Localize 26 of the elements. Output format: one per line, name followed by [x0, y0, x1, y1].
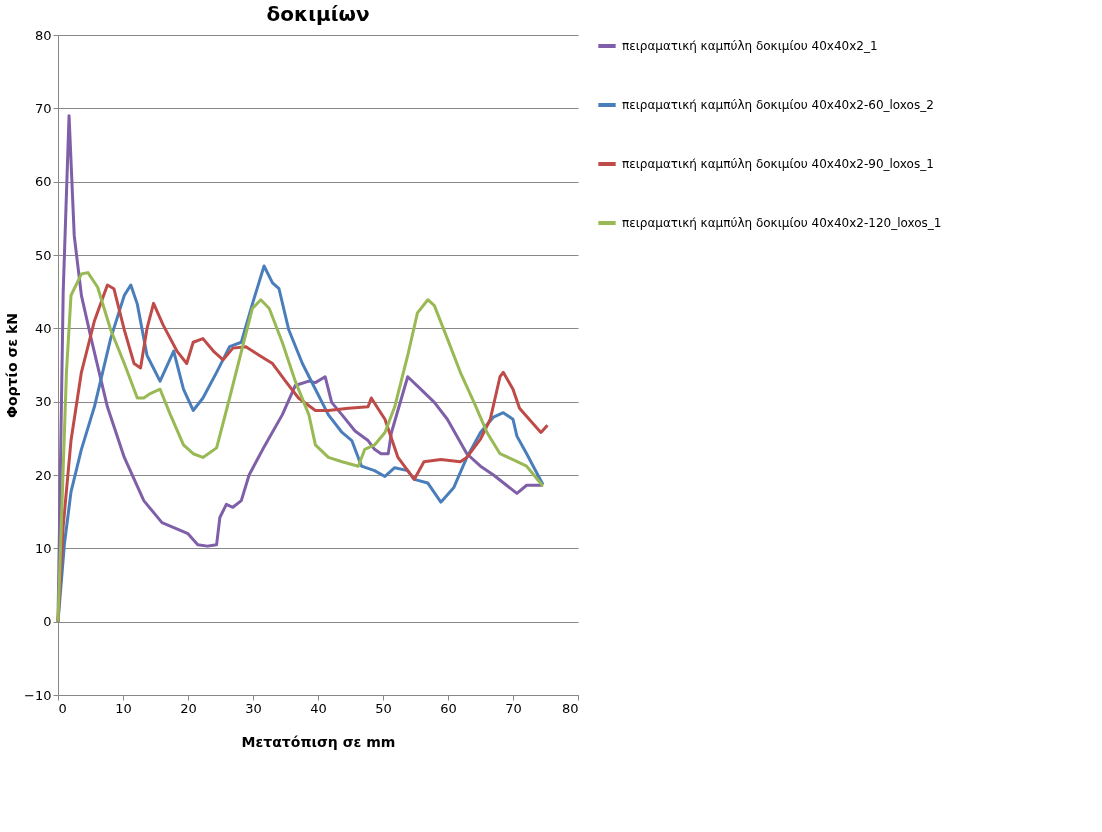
legend-label: πειραματική καμπύλη δοκιμίου 40x40x2-120_loxos_1: [622, 216, 942, 230]
x-tick-label: 80: [561, 700, 579, 716]
x-tick-label: 0: [58, 700, 67, 716]
y-tick-label: 70: [34, 100, 52, 116]
legend-label: πειραματική καμπύλη δοκιμίου 40x40x2-60_loxos_2: [622, 98, 934, 112]
y-tick-label: 30: [34, 394, 52, 410]
y-tick-label: 40: [34, 320, 52, 336]
y-tick-label: 20: [34, 467, 52, 483]
y-tick-label: 0: [43, 614, 52, 630]
legend-label: πειραματική καμπύλη δοκιμίου 40x40x2_1: [622, 39, 878, 53]
x-tick-label: 50: [375, 700, 392, 716]
x-tick-label: 40: [310, 700, 327, 716]
y-tick-label: 50: [34, 247, 52, 263]
x-tick-label: 70: [505, 700, 522, 716]
y-tick-label: −10: [24, 687, 52, 703]
x-tick-label: 60: [440, 700, 457, 716]
y-tick-label: 80: [34, 27, 52, 43]
x-tick-label: 10: [115, 700, 132, 716]
x-tick-label: 30: [245, 700, 262, 716]
x-tick-label: 20: [180, 700, 197, 716]
chart-title: δοκιμίων: [266, 2, 370, 26]
legend-label: πειραματική καμπύλη δοκιμίου 40x40x2-90_loxos_1: [622, 157, 934, 171]
y-tick-label: 10: [34, 540, 52, 556]
x-axis-title: Μετατόπιση σε mm: [241, 733, 396, 750]
y-tick-label: 60: [34, 174, 52, 190]
y-axis-title: Φορτίο σε kN: [4, 312, 21, 419]
